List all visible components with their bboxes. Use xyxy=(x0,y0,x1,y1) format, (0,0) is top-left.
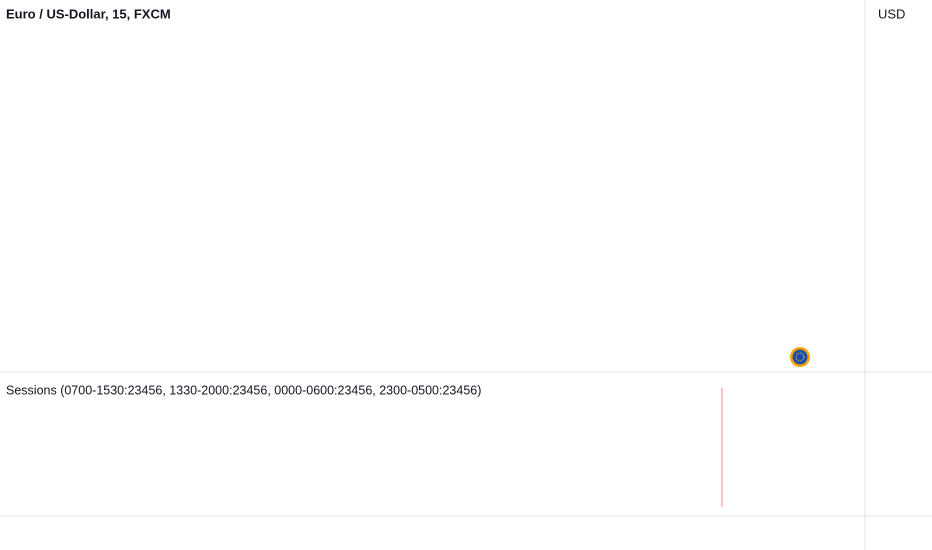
currency: USD xyxy=(878,6,905,21)
currency-backdrop xyxy=(866,0,932,30)
indicator-title: Sessions (0700-1530:23456, 1330-2000:234… xyxy=(6,383,481,397)
chart-title: Euro / US-Dollar, 15, FXCM xyxy=(6,6,171,21)
globe-stars[interactable] xyxy=(795,352,805,362)
globe-face[interactable] xyxy=(792,349,808,365)
globe-icon[interactable] xyxy=(790,347,810,367)
